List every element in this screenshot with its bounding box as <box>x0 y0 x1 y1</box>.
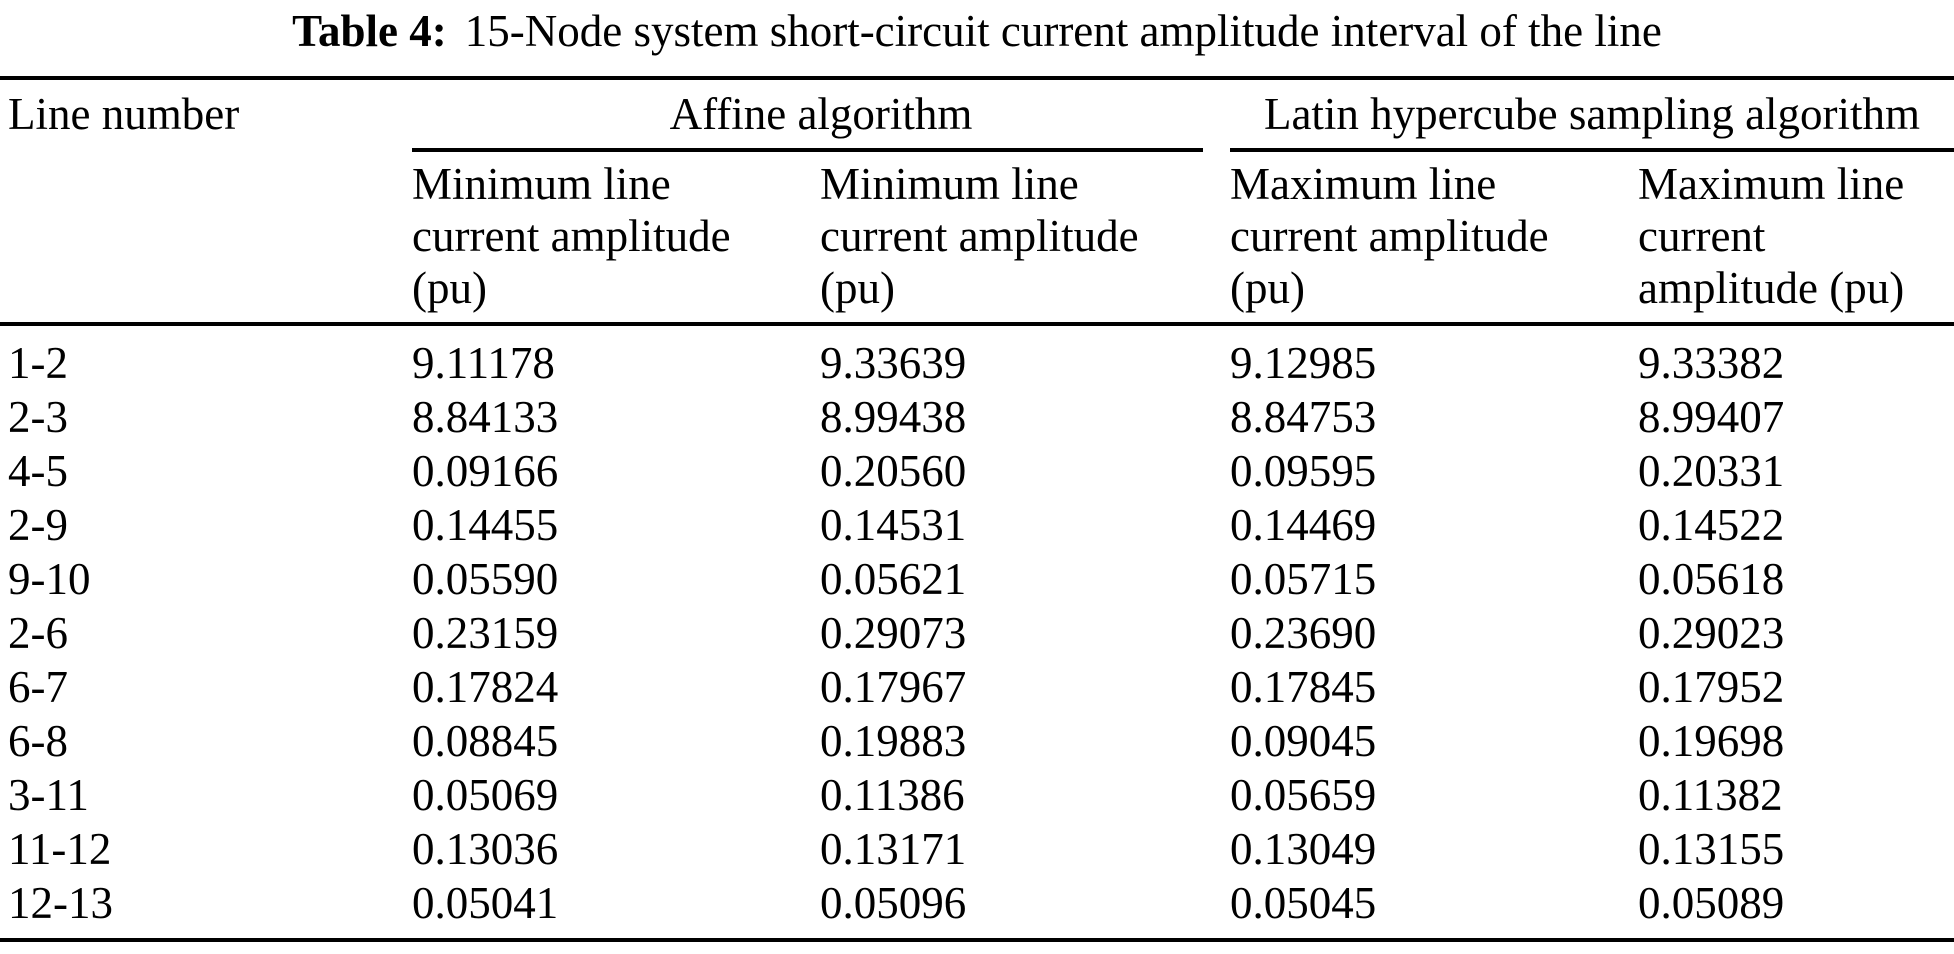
cell-value: 8.99407 <box>1638 392 1785 442</box>
cell-value: 0.11386 <box>820 770 965 820</box>
table-row: 11-12 0.13036 0.13171 0.13049 0.13155 <box>0 822 1954 876</box>
cell-value: 0.20560 <box>820 446 967 496</box>
cell-line-number: 9-10 <box>8 554 91 604</box>
table-row: 3-11 0.05069 0.11386 0.05659 0.11382 <box>0 768 1954 822</box>
cell-line-number: 2-9 <box>8 500 68 550</box>
table-row: 2-9 0.14455 0.14531 0.14469 0.14522 <box>0 498 1954 552</box>
cell-value: 0.23159 <box>412 608 559 658</box>
cell-value: 0.08845 <box>412 716 559 766</box>
cell-value: 0.05618 <box>1638 554 1785 604</box>
cell-value: 0.13171 <box>820 824 967 874</box>
subheader-row: Minimum line current amplitude (pu) Mini… <box>0 152 1954 326</box>
cell-value: 0.13155 <box>1638 824 1785 874</box>
col-header-latin-max-1: Maximum line current amplitude (pu) <box>1230 152 1639 326</box>
cell-value: 0.14455 <box>412 500 559 550</box>
table-row: 6-8 0.08845 0.19883 0.09045 0.19698 <box>0 714 1954 768</box>
cell-value: 0.11382 <box>1638 770 1783 820</box>
cell-value: 9.33382 <box>1638 338 1785 388</box>
table-row: 2-6 0.23159 0.29073 0.23690 0.29023 <box>0 606 1954 660</box>
cell-line-number: 4-5 <box>8 446 68 496</box>
group-header-row: Line number Affine algorithm Latin hyper… <box>0 78 1954 326</box>
table-row: 12-13 0.05041 0.05096 0.05045 0.05089 <box>0 876 1954 940</box>
cell-value: 0.05096 <box>820 878 967 928</box>
cell-value: 0.05715 <box>1230 554 1377 604</box>
cell-value: 0.05621 <box>820 554 967 604</box>
cell-value: 9.11178 <box>412 338 555 388</box>
cell-value: 8.99438 <box>820 392 967 442</box>
group-header-affine: Affine algorithm <box>412 78 1230 152</box>
table-row: 1-2 9.11178 9.33639 9.12985 9.33382 <box>0 324 1954 390</box>
cell-value: 0.09595 <box>1230 446 1377 496</box>
group-header-latin-hypercube: Latin hypercube sampling algorithm <box>1230 78 1954 152</box>
cell-value: 9.33639 <box>820 338 967 388</box>
cell-value: 0.17824 <box>412 662 559 712</box>
cell-value: 0.17845 <box>1230 662 1377 712</box>
cell-value: 8.84753 <box>1230 392 1377 442</box>
cell-line-number: 6-8 <box>8 716 68 766</box>
cell-line-number: 6-7 <box>8 662 68 712</box>
cell-value: 0.13049 <box>1230 824 1377 874</box>
table-caption-label: Table 4: <box>292 6 447 56</box>
cell-value: 0.23690 <box>1230 608 1377 658</box>
cell-value: 0.09045 <box>1230 716 1377 766</box>
table-row: 2-3 8.84133 8.99438 8.84753 8.99407 <box>0 390 1954 444</box>
cell-value: 0.29073 <box>820 608 967 658</box>
cell-value: 8.84133 <box>412 392 559 442</box>
cell-value: 0.05041 <box>412 878 559 928</box>
cell-value: 0.17952 <box>1638 662 1785 712</box>
table-row: 6-7 0.17824 0.17967 0.17845 0.17952 <box>0 660 1954 714</box>
cell-value: 0.05069 <box>412 770 559 820</box>
cell-value: 0.14469 <box>1230 500 1377 550</box>
group-underline-affine <box>412 148 1204 152</box>
cell-line-number: 3-11 <box>8 770 89 820</box>
group-header-latin-hypercube-label: Latin hypercube sampling algorithm <box>1263 89 1921 139</box>
table-caption-text: 15-Node system short-circuit current amp… <box>464 6 1662 56</box>
cell-line-number: 11-12 <box>8 824 112 874</box>
cell-value: 0.14531 <box>820 500 967 550</box>
cell-value: 0.05590 <box>412 554 559 604</box>
data-table: Line number Affine algorithm Latin hyper… <box>0 76 1954 942</box>
group-underline-latin-hypercube <box>1230 148 1954 152</box>
cell-line-number: 2-3 <box>8 392 68 442</box>
cell-value: 0.09166 <box>412 446 559 496</box>
cell-line-number: 2-6 <box>8 608 68 658</box>
table-caption: Table 4: 15-Node system short-circuit cur… <box>0 0 1954 76</box>
cell-value: 0.05045 <box>1230 878 1377 928</box>
col-header-line-number: Line number <box>0 78 412 326</box>
cell-line-number: 1-2 <box>8 338 68 388</box>
table-row: 4-5 0.09166 0.20560 0.09595 0.20331 <box>0 444 1954 498</box>
cell-value: 9.12985 <box>1230 338 1377 388</box>
cell-value: 0.17967 <box>820 662 967 712</box>
cell-value: 0.19698 <box>1638 716 1785 766</box>
col-header-latin-max-2: Maximum line current amplitude (pu) <box>1638 152 1954 326</box>
cell-value: 0.29023 <box>1638 608 1785 658</box>
cell-value: 0.19883 <box>820 716 967 766</box>
cell-value: 0.05089 <box>1638 878 1785 928</box>
col-header-affine-min-2: Minimum line current amplitude (pu) <box>820 152 1231 326</box>
group-header-affine-label: Affine algorithm <box>669 89 973 139</box>
cell-value: 0.20331 <box>1638 446 1785 496</box>
table-row: 9-10 0.05590 0.05621 0.05715 0.05618 <box>0 552 1954 606</box>
cell-line-number: 12-13 <box>8 878 113 928</box>
cell-value: 0.13036 <box>412 824 559 874</box>
cell-value: 0.05659 <box>1230 770 1377 820</box>
col-header-affine-min-1: Minimum line current amplitude (pu) <box>412 152 820 326</box>
cell-value: 0.14522 <box>1638 500 1785 550</box>
